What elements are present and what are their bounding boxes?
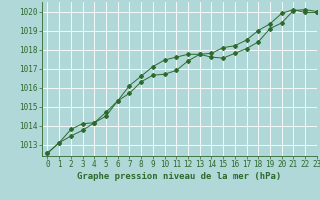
X-axis label: Graphe pression niveau de la mer (hPa): Graphe pression niveau de la mer (hPa): [77, 172, 281, 181]
